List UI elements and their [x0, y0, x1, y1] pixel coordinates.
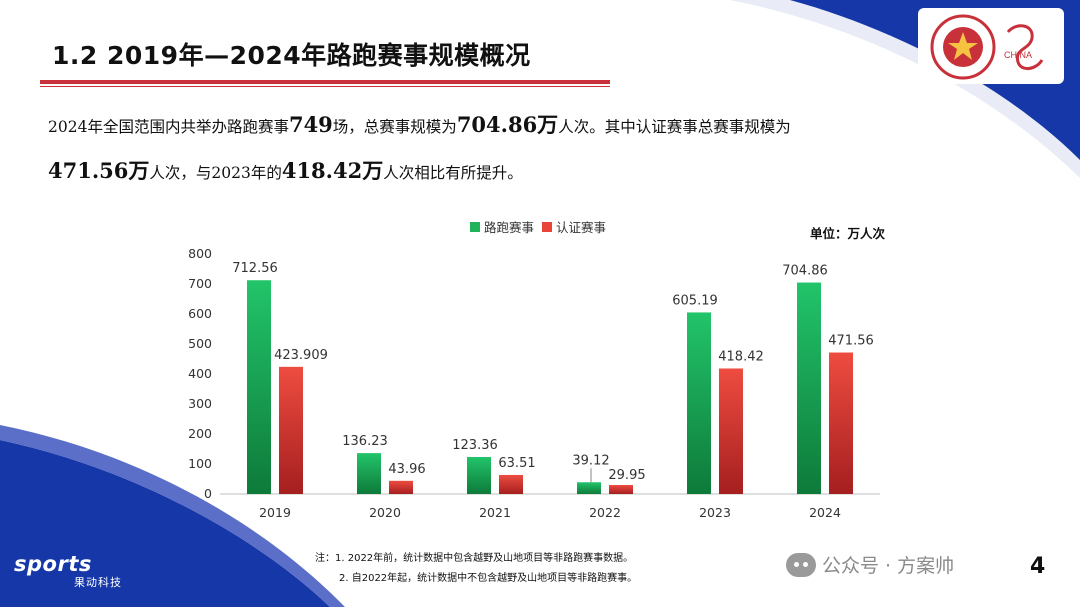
data-label: 43.96 — [388, 462, 425, 477]
bar-certified — [279, 366, 303, 494]
data-label: 29.95 — [608, 468, 645, 483]
page-title: 1.2 2019年—2024年路跑赛事规模概况 — [52, 41, 531, 70]
wechat-watermark: 公众号 · 方案帅 — [786, 551, 954, 578]
x-tick-label: 2020 — [369, 505, 401, 520]
x-tick-label: 2023 — [699, 505, 731, 520]
bar-road-race — [577, 482, 601, 494]
summary-text-segment: 人次相比有所提升。 — [383, 164, 523, 182]
data-label: 704.86 — [782, 264, 828, 279]
data-label: 712.56 — [232, 261, 278, 276]
bottom-left-swoosh — [0, 440, 330, 607]
data-label: 418.42 — [718, 349, 764, 364]
x-tick-label: 2024 — [809, 505, 841, 520]
legend-label-certified: 认证赛事 — [556, 220, 606, 235]
bar-certified — [499, 474, 523, 494]
brand-subtitle: 果动科技 — [74, 576, 122, 589]
bar-certified — [829, 352, 853, 494]
summary-text-segment: 2024年全国范围内共举办路跑赛事 — [48, 118, 289, 136]
bar-certified — [389, 480, 413, 494]
svg-text:CHINA: CHINA — [1004, 50, 1032, 60]
footnotes: 注：1. 2022年前，统计数据中包含越野及山地项目等非路跑赛事数据。 2. 自… — [315, 549, 637, 589]
bar-road-race — [247, 280, 271, 494]
bar-road-race — [357, 453, 381, 494]
footnote-2: 2. 自2022年起，统计数据中不包含越野及山地项目等非路跑赛事。 — [339, 573, 638, 584]
association-logo: CHINA — [926, 12, 1056, 82]
bar-road-race — [797, 282, 821, 494]
summary-text-segment: 人次。其中认证赛事总赛事规模为 — [558, 118, 791, 136]
x-tick-label: 2019 — [259, 505, 291, 520]
bottom-left-swoosh-edge — [0, 425, 345, 607]
x-tick-label: 2022 — [589, 505, 621, 520]
summary-text-segment: 人次，与2023年的 — [149, 164, 282, 182]
wechat-icon — [786, 552, 816, 577]
data-label: 136.23 — [342, 434, 388, 449]
data-label: 471.56 — [828, 334, 874, 349]
summary-text: 2024年全国范围内共举办路跑赛事749场，总赛事规模为704.86万人次。其中… — [48, 103, 948, 195]
bar-road-race — [467, 456, 491, 494]
data-label: 605.19 — [672, 293, 718, 308]
chart-unit-label: 单位：万人次 — [810, 226, 886, 241]
bar-certified — [719, 368, 743, 494]
y-tick-label: 200 — [188, 426, 212, 441]
watermark-text: 公众号 · 方案帅 — [822, 555, 955, 577]
brand-logo: sports 果动科技 — [14, 552, 122, 590]
y-tick-label: 700 — [188, 276, 212, 291]
legend-label-road-race: 路跑赛事 — [484, 220, 534, 235]
bar-certified — [609, 485, 633, 494]
y-tick-label: 100 — [188, 456, 212, 471]
y-tick-label: 800 — [188, 246, 212, 261]
x-tick-label: 2021 — [479, 505, 511, 520]
chart-axes: 0 100 200 300 400 500 600 700 800 2019 2020 2021 202… — [188, 246, 880, 520]
title-underline — [40, 80, 610, 84]
title-underline-thin — [40, 86, 610, 87]
y-tick-label: 300 — [188, 396, 212, 411]
summary-line-1: 2024年全国范围内共举办路跑赛事749场，总赛事规模为704.86万人次。其中… — [48, 103, 948, 149]
legend-swatch-certified — [542, 222, 552, 232]
logo-emblem-icon: CHINA — [930, 14, 1044, 80]
y-tick-label: 0 — [204, 486, 212, 501]
summary-line-2: 471.56万人次，与2023年的418.42万人次相比有所提升。 — [48, 149, 948, 195]
summary-highlight-certified: 471.56万 — [48, 158, 150, 183]
legend-swatch-road-race — [470, 222, 480, 232]
page-number: 4 — [1030, 554, 1046, 579]
y-tick-label: 500 — [188, 336, 212, 351]
summary-highlight-2023: 418.42万 — [281, 158, 384, 183]
y-tick-label: 400 — [188, 366, 212, 381]
footnote-1: 注：1. 2022年前，统计数据中包含越野及山地项目等非路跑赛事数据。 — [315, 553, 634, 564]
data-label: 63.51 — [498, 456, 535, 471]
brand-name: sports — [14, 552, 92, 576]
data-label: 39.12 — [572, 453, 609, 468]
data-label: 423.909 — [274, 348, 328, 363]
bar-road-race — [687, 312, 711, 494]
summary-highlight-total: 704.86万 — [456, 112, 559, 137]
data-label: 123.36 — [452, 438, 498, 453]
summary-highlight-count: 749 — [288, 112, 333, 137]
chart-legend: 路跑赛事 认证赛事 — [470, 220, 606, 235]
summary-text-segment: 场，总赛事规模为 — [332, 118, 457, 136]
chart-bars — [247, 280, 853, 494]
y-tick-label: 600 — [188, 306, 212, 321]
